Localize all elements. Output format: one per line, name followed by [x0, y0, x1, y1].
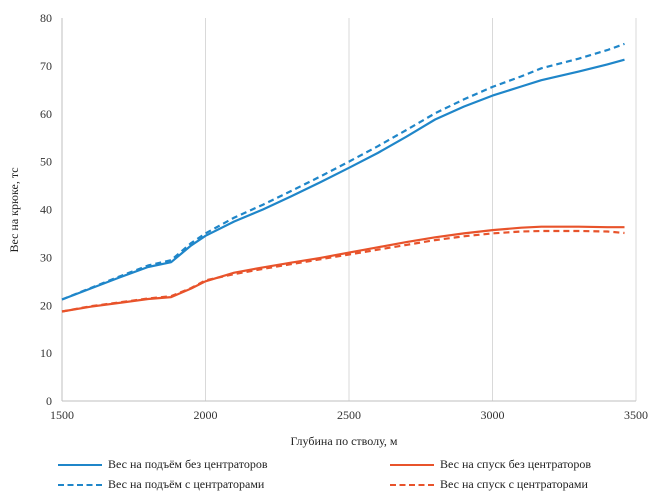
series-line-2	[61, 225, 625, 313]
y-tick-label: 30	[40, 250, 52, 264]
legend-item-series-2: Вес на спуск без центраторов	[390, 457, 591, 472]
gridlines	[205, 18, 637, 401]
tick-labels: 0 10 20 30 40 50 60 70 80 1500 2000 2500 3000 3500	[40, 11, 648, 422]
legend-label-series-4: Вес на спуск с центраторами	[440, 477, 588, 491]
legend-item-series-1: Вес на подъём без центраторов	[58, 457, 268, 472]
y-tick-label: 0	[46, 394, 52, 408]
x-axis-title: Глубина по стволу, м	[291, 434, 398, 448]
series-line-1	[61, 58, 625, 301]
x-tick-label: 2000	[194, 408, 218, 422]
legend-label-series-2: Вес на спуск без центраторов	[440, 457, 592, 471]
y-tick-label: 60	[40, 107, 52, 121]
legend: Вес на подъём без центраторов Вес на спу…	[0, 449, 660, 499]
legend-label-series-1: Вес на подъём без центраторов	[108, 457, 268, 471]
legend-swatch-series-4	[390, 483, 434, 486]
legend-label-series-3: Вес на подъём с центраторами	[108, 477, 265, 491]
series-line-4	[61, 229, 625, 313]
line-chart: 0 10 20 30 40 50 60 70 80 1500 2000 2500 3000 3500 Гл…	[7, 11, 648, 448]
series-line-3	[61, 42, 625, 301]
y-tick-label: 50	[40, 155, 52, 169]
legend-swatch-series-3	[58, 483, 102, 486]
y-tick-label: 40	[40, 203, 52, 217]
legend-item-series-3: Вес на подъём с центраторами	[58, 477, 264, 492]
x-tick-label: 3000	[481, 408, 505, 422]
x-tick-label: 1500	[50, 408, 74, 422]
y-tick-label: 70	[40, 59, 52, 73]
y-tick-label: 80	[40, 11, 52, 25]
series-lines	[61, 42, 625, 313]
x-tick-label: 2500	[337, 408, 361, 422]
x-tick-label: 3500	[624, 408, 648, 422]
axes	[61, 18, 636, 402]
legend-swatch-series-2	[390, 463, 434, 466]
y-axis-title: Вес на крюке, тс	[7, 167, 21, 252]
legend-swatch-series-1	[58, 463, 102, 466]
legend-item-series-4: Вес на спуск с центраторами	[390, 477, 588, 492]
y-tick-label: 10	[40, 346, 52, 360]
y-tick-label: 20	[40, 298, 52, 312]
